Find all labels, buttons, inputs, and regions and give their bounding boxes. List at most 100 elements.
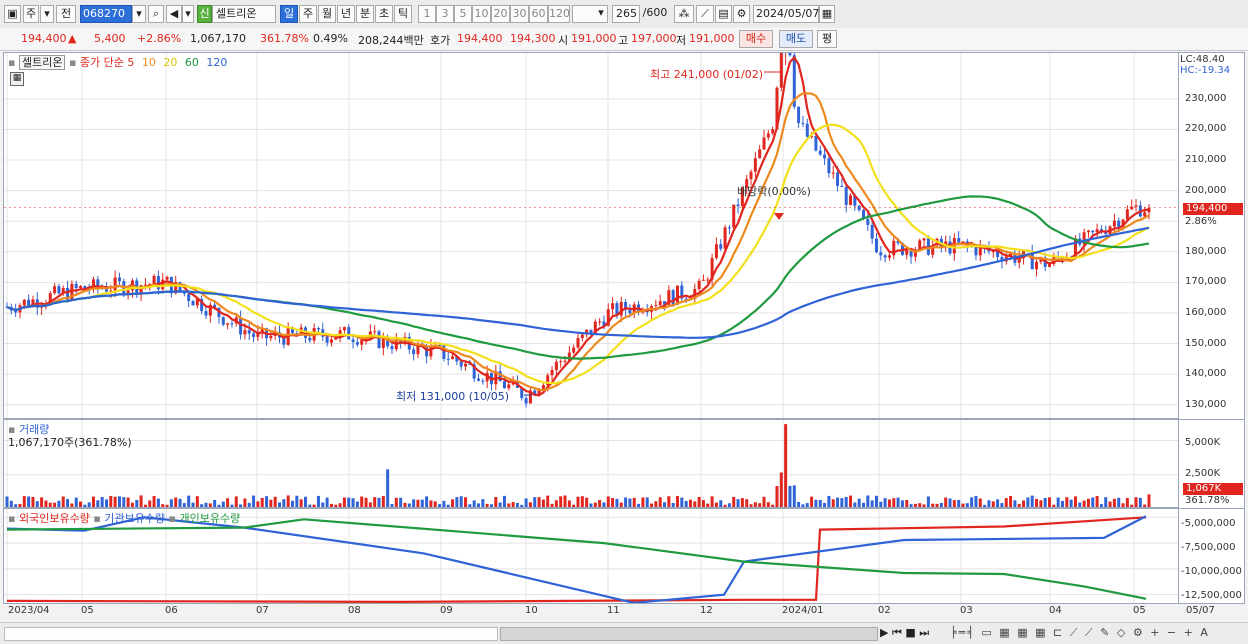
candle-body (563, 360, 567, 362)
period-tab[interactable]: 일 (280, 5, 298, 23)
volume-bar (857, 498, 861, 507)
chevron-down-icon[interactable]: ▾ (40, 5, 54, 23)
prev-button[interactable]: 전 (56, 5, 76, 23)
pen-tool-icon[interactable]: ✎ (1100, 626, 1112, 639)
volume-bar (130, 502, 134, 507)
interval-tab[interactable]: 10 (472, 5, 491, 23)
volume-bar (710, 496, 714, 507)
buy-button[interactable]: 매수 (739, 30, 773, 48)
volume-bar (312, 504, 316, 507)
interval-tab[interactable]: 30 (510, 5, 529, 23)
chart-type-icon[interactable]: ⁂ (674, 5, 694, 23)
stock-name-tag[interactable]: 셀트리온 (18, 55, 66, 70)
chevron-down-icon[interactable]: ▾ (132, 5, 146, 23)
volume-bar (541, 499, 545, 507)
holding-chart[interactable] (4, 509, 1179, 604)
volume-chart-panel: ▪ 거래량 1,067,170주(361.78%) (3, 419, 1179, 508)
sell-button[interactable]: 매도 (779, 30, 813, 48)
volume-bar (779, 472, 783, 507)
save-icon[interactable]: ▤ (715, 5, 732, 23)
text-tool-icon[interactable]: A (1200, 626, 1210, 639)
volume-bar (974, 495, 978, 507)
shape-tool-icon[interactable]: ◇ (1116, 626, 1128, 639)
volume-chart[interactable] (4, 420, 1179, 508)
period-tab[interactable]: 분 (356, 5, 374, 23)
grid-icon[interactable]: ▦ (1035, 626, 1048, 639)
eval-button[interactable]: 평 (817, 30, 837, 48)
volume-bar (844, 496, 848, 507)
interval-tab[interactable]: 60 (529, 5, 548, 23)
volume-bar (723, 504, 727, 507)
candle-body (1125, 209, 1129, 220)
ma20-label[interactable]: 20 (163, 56, 178, 69)
price-chart[interactable] (4, 53, 1179, 419)
interval-tab[interactable]: 20 (491, 5, 510, 23)
rewind-icon[interactable]: ⏮ (891, 626, 902, 639)
volume-bar (1138, 497, 1142, 507)
foreign-holding-label[interactable]: 외국인보유수량 (18, 512, 90, 525)
interval-tab[interactable]: 3 (436, 5, 454, 23)
volume-bar (671, 503, 675, 507)
layout-icon[interactable]: ▭ (981, 626, 994, 639)
volume-title[interactable]: 거래량 (18, 423, 50, 436)
stock-name-field[interactable]: 셀트리온 (212, 5, 276, 23)
volume-bar (1000, 503, 1004, 507)
stock-code-input[interactable]: 068270 (80, 5, 132, 23)
grid-icon[interactable]: ▦ (1017, 626, 1030, 639)
trend-tool-icon[interactable]: ⟋ (1069, 626, 1080, 639)
grid-toggle-icon[interactable]: ▦ (10, 72, 24, 86)
chevron-down-icon[interactable]: ▾ (182, 5, 194, 23)
window-icon[interactable]: ▣ (4, 5, 21, 23)
period-tab[interactable]: 초 (375, 5, 393, 23)
speaker-icon[interactable]: ◀ (166, 5, 182, 23)
volume-bar (1013, 500, 1017, 507)
count-input[interactable]: 265 (612, 5, 640, 23)
low-label: 저 (676, 34, 687, 47)
chevron-down-icon[interactable]: ▾ (598, 6, 604, 19)
grid-icon[interactable]: ▦ (999, 626, 1012, 639)
candle-body (208, 304, 212, 316)
ma-title[interactable]: 종가 단순 (79, 56, 124, 69)
interval-tab[interactable]: 5 (454, 5, 472, 23)
candle-body (771, 129, 775, 134)
interval-tab[interactable]: 120 (548, 5, 570, 23)
scroll-thumb[interactable] (500, 627, 878, 641)
plus-icon[interactable]: + (1183, 626, 1195, 639)
scroll-track[interactable] (4, 627, 498, 641)
period-tab[interactable]: 년 (337, 5, 355, 23)
stop-icon[interactable]: ■ (905, 626, 916, 639)
period-tab[interactable]: 월 (318, 5, 336, 23)
fib-tool-icon[interactable]: ⊏ (1053, 626, 1065, 639)
ma60-label[interactable]: 60 (184, 56, 199, 69)
volume-bar (1017, 503, 1021, 507)
ma120-label[interactable]: 120 (206, 56, 228, 69)
minus-icon[interactable]: − (1166, 626, 1179, 639)
forward-icon[interactable]: ⏭ (919, 626, 930, 639)
draw-tool-icon[interactable]: ⟋ (696, 5, 714, 23)
volume-bar (1095, 496, 1099, 507)
trend-tool-icon[interactable]: ⟋ (1084, 626, 1095, 639)
individual-holding-label[interactable]: 개인보유수량 (179, 512, 241, 525)
ma10-label[interactable]: 10 (141, 56, 156, 69)
settings-tool-icon[interactable]: ⚙ (1132, 626, 1145, 639)
volume-bar (464, 497, 468, 507)
volume-bar (31, 496, 35, 507)
institution-holding-label[interactable]: 기관보유수량 (104, 512, 166, 525)
ma5-label[interactable]: 5 (127, 56, 135, 69)
period-tab[interactable]: 주 (299, 5, 317, 23)
date-input[interactable]: 2024/05/07 (753, 5, 819, 23)
interval-input[interactable] (572, 5, 608, 23)
volume-bar (494, 497, 498, 507)
search-icon[interactable]: ⌕ (148, 5, 164, 23)
interval-tab[interactable]: 1 (418, 5, 436, 23)
candle-body (892, 240, 896, 256)
play-icon[interactable]: ▶ (880, 626, 889, 639)
period-unit-select[interactable]: 주 (23, 5, 39, 23)
gear-icon[interactable]: ⚙ (733, 5, 750, 23)
period-tab[interactable]: 틱 (394, 5, 412, 23)
zoom-slider-icon[interactable]: ╞═╡ (950, 626, 976, 639)
volume-bar (148, 500, 152, 507)
candle-body (455, 356, 459, 362)
plus-icon[interactable]: + (1150, 626, 1162, 639)
calendar-icon[interactable]: ▦ (819, 5, 835, 23)
